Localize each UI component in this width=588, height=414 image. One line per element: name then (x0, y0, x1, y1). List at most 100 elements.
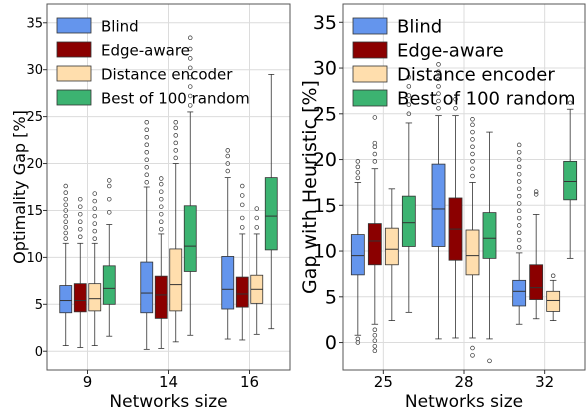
series-edge-aware (73, 176, 249, 349)
outlier-point (254, 206, 260, 211)
outlier-point (372, 140, 378, 146)
outlier-point (63, 208, 68, 213)
x-tick-label: 25 (374, 373, 393, 391)
outlier-point (77, 204, 83, 209)
outlier-point (516, 245, 522, 250)
box (221, 148, 235, 340)
outlier-point (372, 348, 378, 354)
outlier-point (516, 164, 522, 170)
box (73, 196, 87, 348)
outlier-point (406, 93, 412, 98)
legend: Blind Edge-aware Distance encoder Best of 1… (352, 17, 576, 110)
outlier-point (533, 192, 539, 197)
outlier-point (92, 198, 97, 204)
x-tick-label: 14 (159, 373, 178, 391)
outlier-point (225, 168, 231, 174)
outlier-point (516, 230, 522, 236)
box-iqr (183, 205, 197, 272)
outlier-point (372, 327, 378, 332)
outlier-point (372, 144, 378, 149)
x-axis-ticks: 25 28 32 (374, 370, 554, 391)
box (563, 100, 578, 259)
outlier-point (355, 175, 361, 181)
outlier-point (436, 84, 441, 89)
outlier-point (240, 193, 245, 198)
box (350, 159, 365, 345)
outlier-point (470, 353, 475, 358)
legend-label: Best of 100 random (101, 90, 250, 108)
box-iqr (264, 177, 278, 251)
outlier-point (470, 345, 475, 351)
legend-swatch (352, 65, 388, 83)
outlier-point (63, 230, 68, 236)
outlier-point (188, 103, 193, 108)
box (546, 273, 561, 321)
box (401, 74, 416, 313)
outlier-point (372, 151, 378, 157)
y-axis-label: Gap with Heuristic [%] (299, 80, 321, 294)
outlier-point (453, 96, 458, 102)
box (431, 62, 446, 340)
outlier-point (436, 76, 441, 82)
x-tick-label: 32 (535, 373, 554, 391)
outlier-point (516, 171, 522, 177)
legend-swatch (56, 65, 92, 82)
y-tick-label: 30 (313, 58, 337, 80)
outlier-point (106, 183, 112, 189)
outlier-point (144, 119, 150, 125)
legend-label: Distance encoder (397, 65, 555, 86)
legend-swatch (56, 41, 92, 58)
outlier-point (92, 191, 97, 196)
box-iqr (563, 160, 578, 201)
outlier-point (188, 84, 193, 89)
outlier-point (77, 226, 83, 232)
chart-panel-2: 0 5 10 15 20 25 30 35 25 28 32 Networks size Gap wit… (299, 3, 586, 412)
series-edge-aware (367, 96, 544, 354)
outlier-point (470, 137, 475, 142)
outlier-point (516, 208, 522, 214)
chart-panel-1: 0 5 10 15 20 25 30 35 9 14 16 Networks size Optimali… (10, 3, 291, 412)
box-iqr (102, 265, 116, 305)
box (88, 191, 102, 347)
outlier-point (470, 122, 475, 128)
outlier-point (406, 102, 412, 107)
x-tick-label: 16 (240, 373, 259, 391)
box (384, 188, 399, 321)
box-iqr (73, 283, 87, 313)
outlier-point (225, 161, 231, 166)
y-tick-label: 35 (26, 16, 43, 31)
grid (343, 4, 585, 370)
box-iqr (529, 264, 544, 300)
box-iqr (367, 223, 382, 266)
series-blind (350, 62, 527, 345)
box-iqr (384, 227, 399, 266)
outlier-point (240, 183, 245, 189)
series-best-of-100-random (102, 35, 278, 337)
series-best-of-100-random (401, 74, 578, 364)
outlier-point (516, 201, 522, 206)
outlier-point (436, 62, 441, 67)
outlier-point (144, 127, 150, 133)
box-iqr (235, 276, 249, 308)
box-iqr (88, 283, 102, 312)
outlier-point (92, 236, 97, 241)
legend-swatch (352, 17, 388, 35)
x-tick-label: 9 (83, 373, 93, 391)
outlier-point (355, 170, 361, 175)
legend-swatch (352, 89, 388, 107)
outlier-point (144, 135, 150, 140)
box-iqr (546, 290, 561, 312)
legend-label: Edge-aware (101, 42, 190, 60)
legend-label: Edge-aware (397, 41, 504, 62)
outlier-point (516, 237, 522, 243)
outlier-point (470, 129, 475, 135)
box-iqr (401, 195, 416, 247)
outlier-point (372, 332, 378, 338)
outlier-point (173, 133, 179, 138)
legend-label: Blind (397, 17, 442, 38)
outlier-point (550, 273, 556, 279)
outlier-point (77, 234, 83, 239)
outlier-point (372, 338, 378, 343)
outlier-point (63, 183, 68, 189)
